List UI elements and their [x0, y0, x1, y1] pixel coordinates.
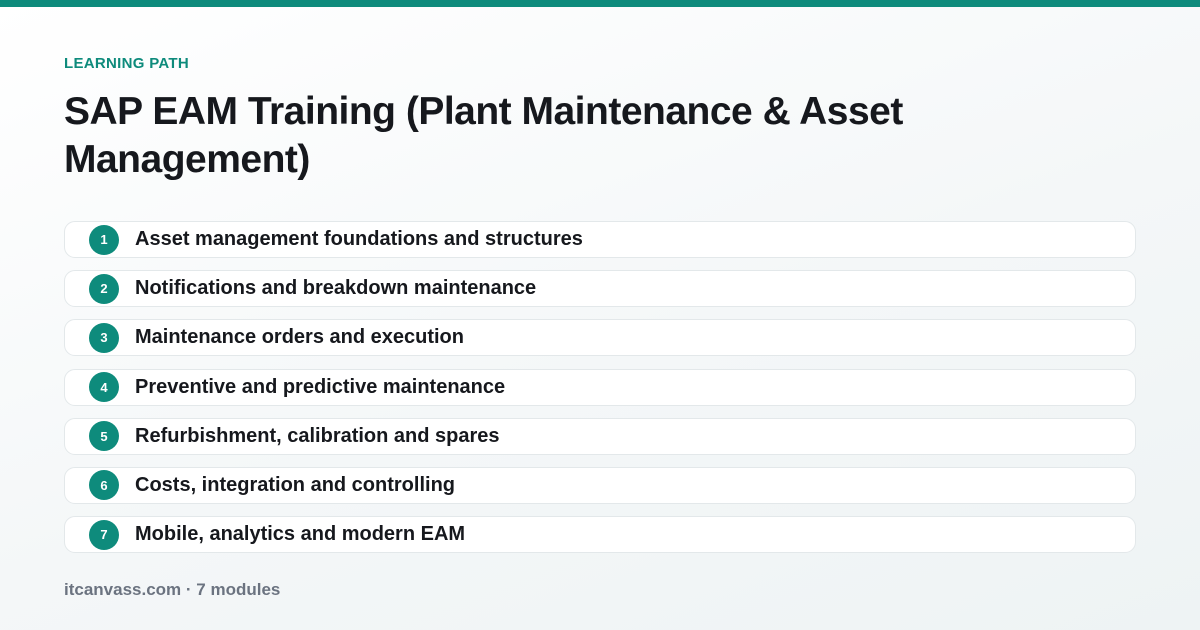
module-list: 1 Asset management foundations and struc…	[64, 221, 1136, 565]
eyebrow-label: LEARNING PATH	[64, 55, 190, 72]
module-item-6: 6 Costs, integration and controlling	[64, 466, 1136, 504]
module-label: Mobile, analytics and modern EAM	[135, 523, 466, 546]
module-number-badge: 2	[89, 273, 119, 304]
footer-site-info: itcanvass.com · 7 modules	[64, 580, 281, 599]
module-item-7: 7 Mobile, analytics and modern EAM	[64, 516, 1136, 554]
module-number-badge: 6	[89, 470, 119, 501]
module-number-badge: 5	[89, 421, 119, 452]
page-title: SAP EAM Training (Plant Maintenance & As…	[64, 90, 903, 181]
module-item-5: 5 Refurbishment, calibration and spares	[64, 417, 1136, 455]
module-label: Refurbishment, calibration and spares	[135, 424, 500, 447]
module-item-2: 2 Notifications and breakdown maintenanc…	[64, 270, 1136, 308]
module-number-badge: 4	[89, 372, 119, 403]
module-item-3: 3 Maintenance orders and execution	[64, 319, 1136, 357]
module-item-4: 4 Preventive and predictive maintenance	[64, 368, 1136, 406]
module-number-badge: 7	[89, 519, 119, 550]
module-item-1: 1 Asset management foundations and struc…	[64, 221, 1136, 258]
module-label: Maintenance orders and execution	[135, 326, 464, 349]
module-label: Preventive and predictive maintenance	[135, 375, 506, 398]
module-number-badge: 1	[89, 224, 119, 255]
module-label: Costs, integration and controlling	[135, 473, 455, 496]
module-label: Notifications and breakdown maintenance	[135, 277, 537, 300]
module-number-badge: 3	[89, 322, 119, 353]
top-accent-bar	[0, 0, 1200, 7]
module-label: Asset management foundations and structu…	[135, 228, 583, 250]
